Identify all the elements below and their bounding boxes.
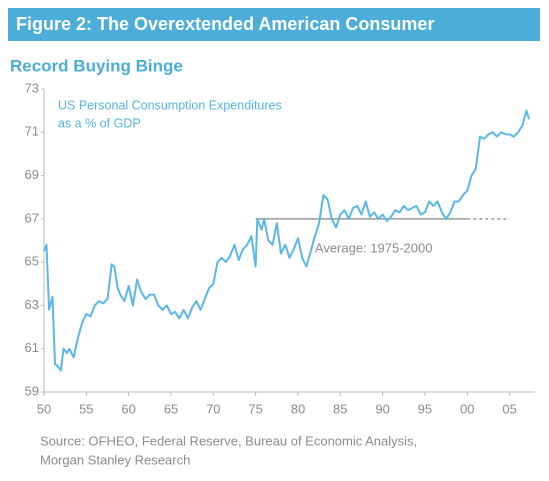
source: Morgan Stanley Research (40, 452, 190, 467)
x-tick-label: 55 (79, 401, 93, 416)
x-tick-label: 05 (502, 401, 516, 416)
series-label: US Personal Consumption Expenditures (58, 98, 282, 112)
y-tick-label: 63 (25, 297, 39, 312)
title-bar (8, 8, 540, 41)
x-tick-label: 60 (121, 401, 135, 416)
average-label: Average: 1975-2000 (315, 240, 433, 255)
x-tick-label: 65 (164, 401, 178, 416)
y-tick-label: 69 (25, 167, 39, 182)
x-tick-label: 95 (418, 401, 432, 416)
x-tick-label: 90 (375, 401, 389, 416)
y-tick-label: 59 (25, 383, 39, 398)
x-tick-label: 00 (460, 401, 474, 416)
x-tick-label: 80 (291, 401, 305, 416)
chart-subtitle: Record Buying Binge (10, 56, 183, 75)
y-tick-label: 73 (25, 80, 39, 95)
chart-title: Figure 2: The Overextended American Cons… (16, 14, 434, 34)
x-tick-label: 70 (206, 401, 220, 416)
series-label: as a % of GDP (58, 116, 141, 130)
series-line (43, 109, 531, 372)
y-tick-label: 71 (25, 124, 39, 139)
y-tick-label: 67 (25, 210, 39, 225)
x-tick-label: 50 (37, 401, 51, 416)
source: Source: OFHEO, Federal Reserve, Bureau o… (40, 433, 417, 448)
x-tick-label: 75 (248, 401, 262, 416)
x-tick-label: 85 (333, 401, 347, 416)
y-tick-label: 61 (25, 340, 39, 355)
y-tick-label: 65 (25, 254, 39, 269)
